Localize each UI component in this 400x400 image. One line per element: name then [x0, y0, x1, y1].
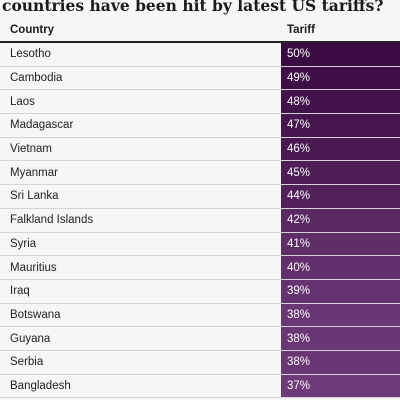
table-row: Bangladesh 37%	[0, 374, 400, 399]
tariff-cell: 46%	[281, 137, 400, 161]
country-cell: Sri Lanka	[10, 190, 59, 203]
tariff-cell: 38%	[281, 303, 400, 327]
header-tariff: Tariff	[287, 24, 315, 36]
header-country: Country	[10, 24, 55, 36]
country-cell: Guyana	[10, 332, 51, 345]
country-cell: Mauritius	[10, 261, 57, 274]
country-cell: Serbia	[10, 356, 44, 369]
country-cell: Bangladesh	[10, 379, 71, 392]
country-cell: Lesotho	[10, 48, 51, 61]
tariff-cell: 42%	[281, 208, 400, 232]
tariff-cell: 38%	[281, 350, 400, 374]
tariff-cell: 40%	[281, 256, 400, 279]
table-row: Cambodia 49%	[0, 66, 400, 91]
country-cell: Laos	[10, 95, 35, 108]
table-row: Laos 48%	[0, 90, 400, 115]
table-body: Lesotho 50% Cambodia 49% Laos 48% Madagascar 47…	[0, 43, 400, 399]
tariff-cell: 48%	[281, 90, 400, 114]
country-cell: Syria	[10, 237, 37, 250]
table-row: Botswana 38%	[0, 303, 400, 328]
country-cell: Botswana	[10, 308, 61, 321]
table-row: Vietnam 46%	[0, 137, 400, 162]
table-row: Syria 41%	[0, 232, 400, 257]
tariff-table: Country Tariff Lesotho 50% Cambodia 49% Laos…	[0, 19, 400, 399]
table-row: Mauritius 40%	[0, 256, 400, 280]
tariff-cell: 38%	[281, 327, 400, 350]
table-row: Serbia 38%	[0, 350, 400, 375]
country-cell: Madagascar	[10, 119, 74, 132]
country-cell: Iraq	[10, 285, 30, 298]
table-header: Country Tariff	[0, 19, 400, 43]
table-row: Guyana 38%	[0, 327, 400, 351]
tariff-cell: 39%	[281, 279, 400, 303]
tariff-cell: 37%	[281, 374, 400, 398]
table-row: Lesotho 50%	[0, 43, 400, 67]
tariff-cell: 50%	[281, 43, 400, 66]
tariff-cell: 49%	[281, 66, 400, 90]
table-row: Madagascar 47%	[0, 114, 400, 138]
table-row: Iraq 39%	[0, 279, 400, 304]
table-row: Sri Lanka 44%	[0, 185, 400, 209]
table-row: Myanmar 45%	[0, 161, 400, 186]
country-cell: Cambodia	[10, 72, 63, 85]
country-cell: Myanmar	[10, 166, 58, 179]
tariff-cell: 47%	[281, 114, 400, 137]
tariff-cell: 41%	[281, 232, 400, 256]
country-cell: Falkland Islands	[10, 214, 94, 227]
table-row: Falkland Islands 42%	[0, 208, 400, 233]
chart-title: countries have been hit by latest US tar…	[2, 0, 384, 15]
country-cell: Vietnam	[10, 143, 52, 156]
tariff-cell: 44%	[281, 185, 400, 208]
tariff-cell: 45%	[281, 161, 400, 185]
